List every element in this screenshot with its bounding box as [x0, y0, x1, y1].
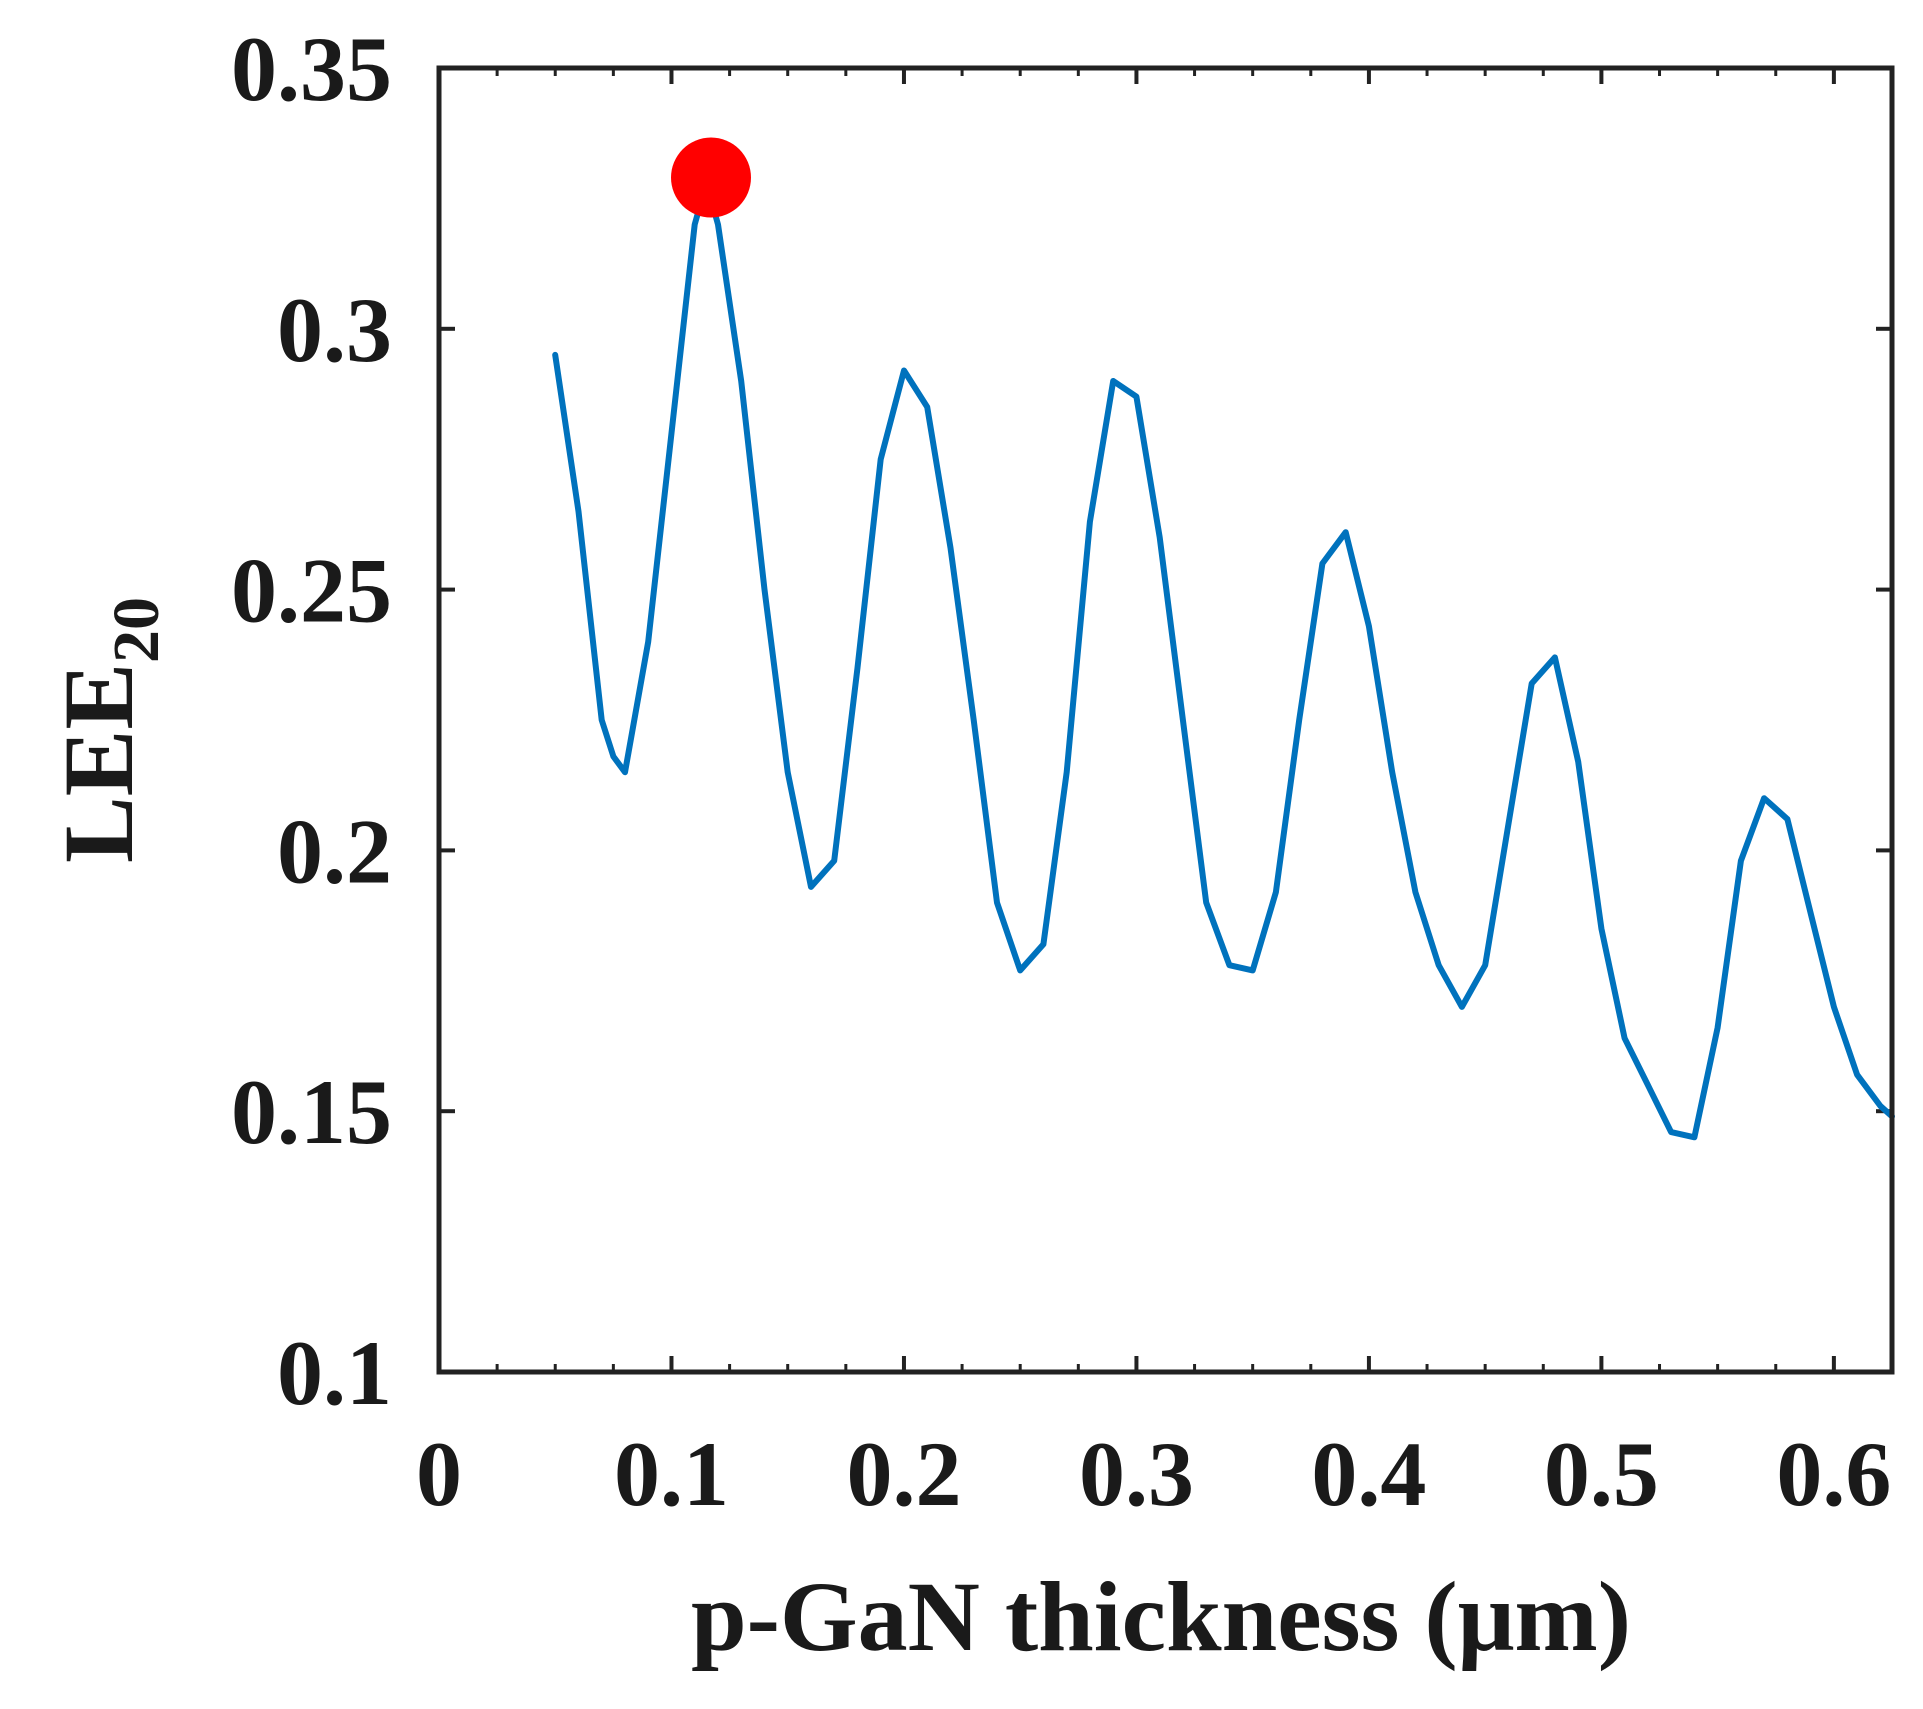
- y-tick-label: 0.1: [277, 1322, 392, 1424]
- y-tick-label: 0.3: [277, 279, 392, 381]
- x-tick-label: 0.3: [1079, 1423, 1194, 1525]
- y-tick-label: 0.2: [277, 800, 392, 902]
- labels-layer: 0 0.1 0.2 0.3 0.4 0.5 0.60.10.150.20.250.30.35: [231, 18, 1891, 1525]
- x-axis-title: p-GaN thickness (μm): [691, 1561, 1631, 1672]
- x-tick-label: 0: [416, 1423, 462, 1525]
- y-tick-label: 0.15: [231, 1061, 392, 1163]
- y-axis-title: LEE20: [43, 597, 173, 863]
- x-tick-label: 0.2: [846, 1423, 961, 1525]
- y-axis-title-subscript: 20: [100, 597, 173, 663]
- y-axis-title-main: LEE: [43, 663, 154, 863]
- y-tick-label: 0.35: [231, 18, 392, 120]
- x-tick-label: 0.4: [1311, 1423, 1426, 1525]
- series-line: [552, 179, 1895, 1141]
- series-layer: [552, 137, 1895, 1141]
- max-point-marker: [671, 137, 752, 218]
- plot-frame: [436, 65, 1895, 1375]
- y-tick-label: 0.25: [231, 540, 392, 642]
- x-tick-label: 0.1: [614, 1423, 729, 1525]
- x-tick-label: 0.6: [1776, 1423, 1891, 1525]
- x-tick-label: 0.5: [1544, 1423, 1659, 1525]
